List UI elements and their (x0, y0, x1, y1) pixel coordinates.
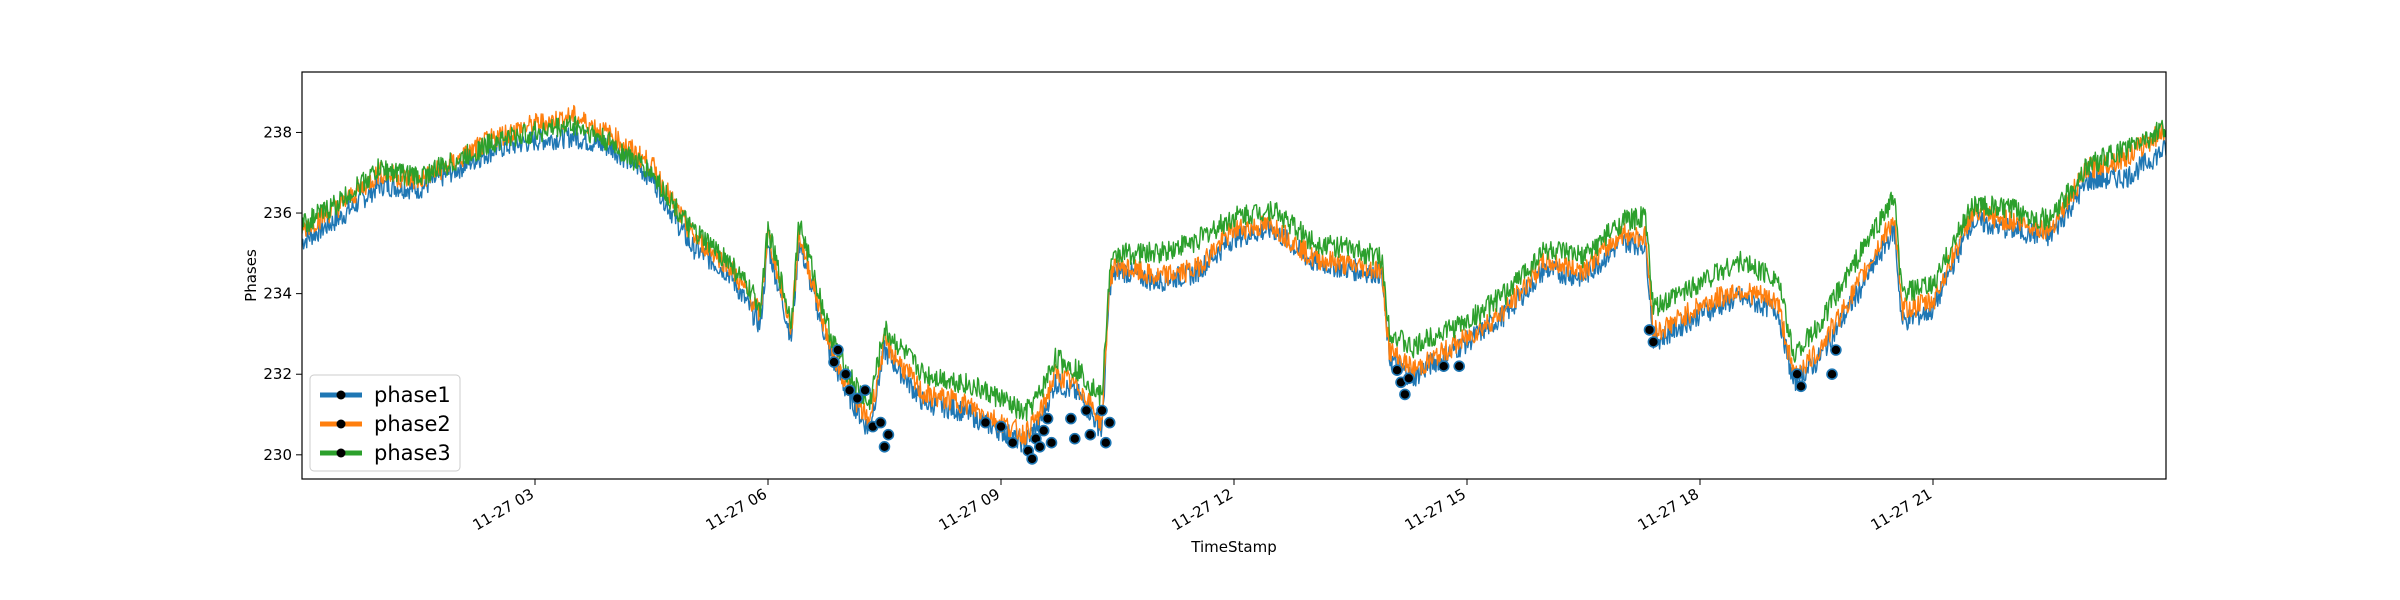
series-layer (302, 104, 2166, 453)
anomaly-marker (1795, 380, 1807, 393)
y-tick-label: 238 (263, 123, 292, 141)
y-axis-ticks: 230 232 234 236 238 (263, 123, 302, 464)
legend-label-phase3: phase3 (374, 441, 451, 465)
x-tick-label: 11-27 09 (936, 485, 1003, 534)
anomaly-marker (1643, 324, 1656, 336)
legend-box (309, 374, 461, 472)
legend-marker-phase1 (336, 390, 346, 400)
anomaly-marker (1399, 388, 1411, 401)
y-tick-label: 234 (263, 285, 292, 303)
anomaly-marker (1100, 436, 1112, 449)
series-line-phase2 (302, 104, 2166, 446)
x-axis-ticks: 11-27 03 11-27 06 11-27 09 11-27 12 11-27 15… (470, 479, 1935, 534)
anomaly-marker (878, 440, 891, 453)
anomaly-marker (1006, 436, 1019, 449)
anomaly-marker (851, 392, 864, 405)
y-tick-label: 236 (263, 204, 292, 222)
x-tick-label: 11-27 21 (1868, 485, 1935, 534)
y-axis-label: Phases (242, 249, 260, 302)
y-tick-label: 230 (263, 446, 292, 464)
anomaly-marker (882, 428, 895, 441)
anomaly-marker (859, 384, 871, 397)
legend-label-phase1: phase1 (374, 383, 451, 407)
anomaly-marker (1041, 412, 1054, 425)
anomaly-marker (1437, 360, 1450, 373)
legend-marker-phase3 (336, 448, 346, 458)
x-tick-label: 11-27 18 (1635, 485, 1702, 534)
anomaly-marker (843, 384, 856, 397)
legend-label-phase2: phase2 (374, 412, 451, 436)
anomaly-marker (995, 420, 1007, 433)
anomaly-marker (1826, 368, 1838, 381)
x-tick-label: 11-27 15 (1402, 485, 1469, 534)
anomaly-marker (1830, 344, 1842, 356)
anomaly-marker (874, 416, 887, 429)
anomaly-marker (1084, 428, 1097, 441)
anomaly-marker (1037, 424, 1050, 437)
anomaly-marker (1403, 372, 1415, 385)
anomaly-marker (839, 368, 852, 381)
series-line-phase1 (302, 125, 2166, 453)
anomaly-marker (1034, 440, 1046, 453)
anomaly-marker (1791, 368, 1803, 381)
series-line-phase3 (302, 115, 2166, 422)
anomaly-marker (1103, 416, 1116, 429)
anomaly-marker (1453, 360, 1465, 373)
x-tick-label: 11-27 12 (1169, 485, 1236, 534)
anomaly-marker (1069, 432, 1081, 445)
anomaly-marker-layer (828, 324, 1842, 465)
anomaly-marker (1080, 404, 1093, 417)
legend: phase1 phase2 phase3 (309, 374, 461, 472)
x-tick-label: 11-27 03 (470, 485, 537, 534)
anomaly-marker (832, 344, 844, 356)
anomaly-marker (1065, 412, 1077, 425)
anomaly-marker (1391, 364, 1403, 377)
anomaly-marker (1026, 453, 1038, 465)
x-tick-label: 11-27 06 (703, 485, 770, 534)
anomaly-marker (979, 416, 992, 429)
x-axis-label: TimeStamp (1190, 538, 1276, 556)
anomaly-marker (1647, 336, 1660, 348)
anomaly-marker (1045, 436, 1058, 449)
anomaly-marker (1096, 404, 1108, 417)
y-tick-label: 232 (263, 365, 292, 383)
anomaly-marker (828, 356, 840, 368)
legend-marker-phase2 (336, 419, 346, 429)
